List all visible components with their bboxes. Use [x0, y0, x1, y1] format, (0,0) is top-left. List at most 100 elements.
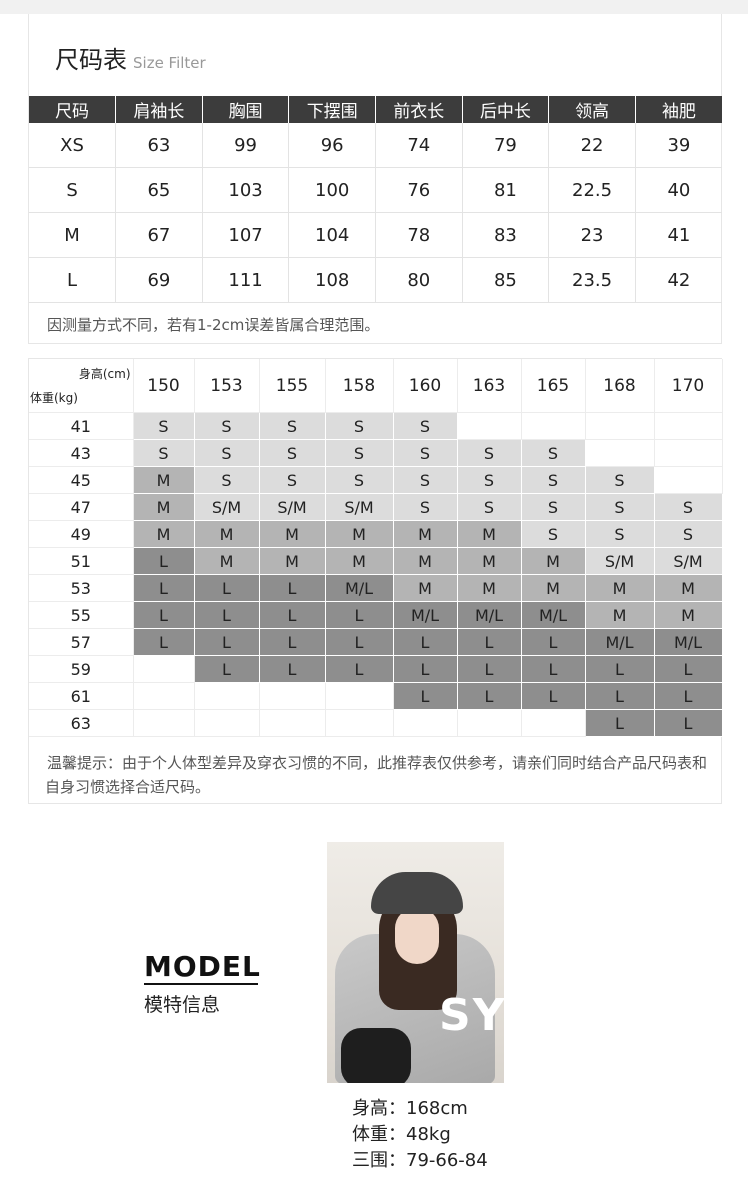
recommend-cell: L [521, 628, 586, 656]
recommend-cell: S [393, 412, 458, 440]
size-header-2: 胸围 [202, 96, 290, 123]
recommend-cell: L [393, 682, 458, 710]
recommend-cell: S [393, 439, 458, 467]
recommend-cell: S [393, 466, 458, 494]
recommend-cell [259, 682, 326, 710]
size-cell: 42 [635, 257, 722, 303]
recommend-cell: S/M [654, 547, 723, 575]
recommend-cell: M [585, 574, 655, 602]
recommend-cell: M [259, 547, 326, 575]
recommend-cell: S [654, 520, 723, 548]
size-cell: 22.5 [548, 167, 636, 213]
recommend-cell: L [521, 655, 586, 683]
recommend-cell: L [259, 601, 326, 629]
recommend-cell: L [325, 601, 394, 629]
model-title-cn: 模特信息 [144, 994, 221, 1016]
recommend-cell: L [133, 601, 195, 629]
recommend-cell: M [654, 601, 723, 629]
recommend-cell: M [521, 547, 586, 575]
weight-value: 49 [29, 520, 134, 548]
photo-hat-shape [371, 872, 463, 914]
recommend-cell: M [457, 547, 522, 575]
weight-value: 61 [29, 682, 134, 710]
table-row: 57 L L L L L L L M/L M/L [29, 628, 723, 656]
recommend-cell: L [585, 709, 655, 737]
table-row: M 67 107 104 78 83 23 41 [29, 212, 722, 258]
recommend-cell: S [325, 412, 394, 440]
recommend-cell: S/M [585, 547, 655, 575]
recommend-cell: S [521, 439, 586, 467]
recommend-cell: S [325, 466, 394, 494]
size-cell: 63 [115, 123, 203, 168]
size-chart-title-cn: 尺码表 [55, 46, 127, 74]
height-value: 170 [654, 359, 723, 413]
recommend-cell: L [259, 574, 326, 602]
size-header-5: 后中长 [462, 96, 550, 123]
recommend-cell: M [654, 574, 723, 602]
weight-value: 59 [29, 655, 134, 683]
size-cell: 23.5 [548, 257, 636, 303]
size-cell: 96 [288, 123, 376, 168]
size-cell: 23 [548, 212, 636, 258]
size-header-7: 袖肥 [635, 96, 722, 123]
recommend-cell: L [521, 682, 586, 710]
recommend-cell: S [654, 493, 723, 521]
recommend-cell: M [325, 520, 394, 548]
size-cell: 85 [462, 257, 550, 303]
recommend-cell: L [133, 628, 195, 656]
stat-label: 体重： [352, 1124, 406, 1145]
size-cell: 104 [288, 212, 376, 258]
size-cell: S [29, 167, 117, 213]
weight-value: 43 [29, 439, 134, 467]
recommend-cell: M [194, 520, 260, 548]
size-header-3: 下摆围 [288, 96, 376, 123]
recommend-cell [457, 412, 522, 440]
size-header-0: 尺码 [29, 96, 117, 123]
recommend-cell: S [585, 520, 655, 548]
recommend-cell: L [654, 709, 723, 737]
weight-value: 57 [29, 628, 134, 656]
table-row: 61 L L L L L [29, 682, 723, 710]
recommend-cell: L [457, 682, 522, 710]
size-cell: 99 [202, 123, 290, 168]
size-cell: 22 [548, 123, 636, 168]
recommend-cell: S [259, 466, 326, 494]
table-row: L 69 111 108 80 85 23.5 42 [29, 257, 722, 303]
recommend-cell [457, 709, 522, 737]
recommend-cell: L [325, 655, 394, 683]
recommend-cell: M/L [457, 601, 522, 629]
recommend-cell: S [259, 439, 326, 467]
recommend-cell: M [393, 547, 458, 575]
model-stats: 身高：168cm 体重：48kg 三围：79-66-84 [352, 1096, 488, 1174]
recommend-cell: M [325, 547, 394, 575]
model-stat-row: 三围：79-66-84 [352, 1148, 488, 1174]
size-cell: 76 [375, 167, 463, 213]
recommend-cell: M [133, 493, 195, 521]
weight-value: 53 [29, 574, 134, 602]
recommend-cell: L [259, 628, 326, 656]
recommend-cell: S [457, 493, 522, 521]
recommend-cell: L [259, 655, 326, 683]
size-cell: 74 [375, 123, 463, 168]
size-cell: 83 [462, 212, 550, 258]
recommend-cell [194, 682, 260, 710]
recommend-cell: M [393, 520, 458, 548]
recommend-cell: S/M [259, 493, 326, 521]
recommend-cell: M [194, 547, 260, 575]
recommend-cell: S [259, 412, 326, 440]
recommend-cell: S [457, 439, 522, 467]
recommend-cell: M [393, 574, 458, 602]
recommend-cell: L [194, 655, 260, 683]
recommend-cell [325, 682, 394, 710]
size-chart-title: 尺码表 Size Filter [55, 40, 206, 75]
size-cell: 41 [635, 212, 722, 258]
size-cell: 100 [288, 167, 376, 213]
recommend-cell: S [194, 439, 260, 467]
recommend-cell: L [133, 574, 195, 602]
weight-value: 41 [29, 412, 134, 440]
model-stat-row: 体重：48kg [352, 1122, 488, 1148]
size-cell: M [29, 212, 117, 258]
recommend-cell: L [393, 628, 458, 656]
recommend-cell: S [521, 493, 586, 521]
size-note: 因测量方式不同，若有1-2cm误差皆属合理范围。 [47, 316, 380, 334]
